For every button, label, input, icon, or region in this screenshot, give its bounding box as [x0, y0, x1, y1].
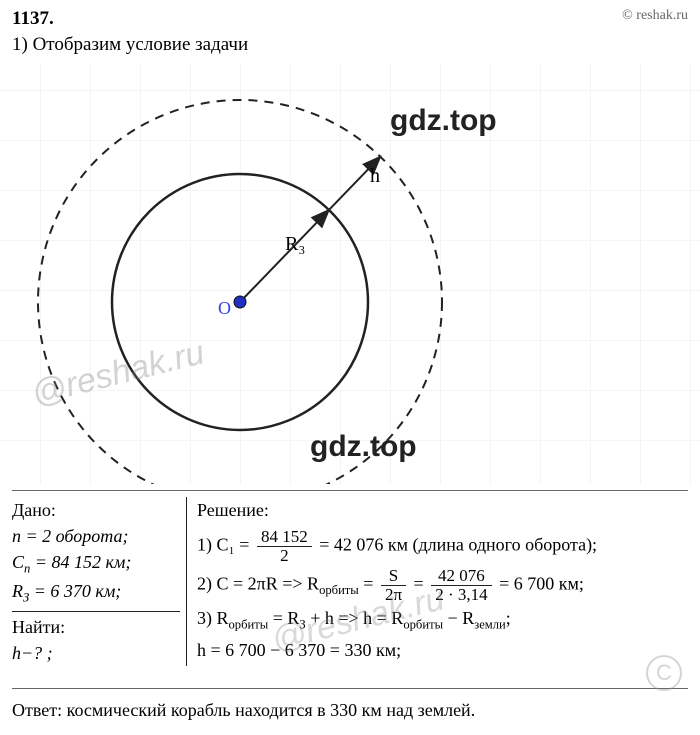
- given-column: Дано: n = 2 оборота; Cn = 84 152 км; RЗ …: [12, 497, 187, 666]
- solution-block: Дано: n = 2 оборота; Cn = 84 152 км; RЗ …: [0, 490, 700, 710]
- svg-text:R₃: R₃: [285, 233, 305, 255]
- solution-line-3: 3) Rорбиты = RЗ + h => h = Rорбиты − Rзе…: [197, 605, 688, 634]
- step-1-label: 1) Отобразим условие задачи: [0, 30, 700, 60]
- given-n: n = 2 оборота;: [12, 523, 180, 549]
- copyright-icon: C: [646, 655, 682, 691]
- solution-column: Решение: 1) C₁ = 84 1522 = 42 076 км (дл…: [197, 497, 688, 666]
- given-cn: Cn = 84 152 км;: [12, 549, 180, 578]
- watermark-gdz-top: gdz.top: [390, 104, 497, 138]
- diagram: O R₃ h @reshak.ru gdz.top: [0, 64, 700, 484]
- solution-title: Решение:: [197, 497, 688, 524]
- geometry-svg: O R₃ h: [0, 64, 700, 484]
- given-title: Дано:: [12, 497, 180, 523]
- watermark-gdz-bottom: gdz.top: [310, 430, 417, 464]
- solution-line-4: h = 6 700 − 6 370 = 330 км;: [197, 637, 688, 664]
- find-line: h−? ;: [12, 640, 180, 666]
- solution-line-2: 2) C = 2πR => Rорбиты = S2π = 42 0762 · …: [197, 567, 688, 604]
- problem-number: 1137.: [12, 8, 54, 30]
- svg-text:h: h: [370, 165, 380, 187]
- svg-text:O: O: [218, 298, 231, 318]
- find-title: Найти:: [12, 611, 180, 640]
- solution-line-1: 1) C₁ = 84 1522 = 42 076 км (длина одног…: [197, 528, 688, 565]
- copyright-label: © reshak.ru: [622, 8, 688, 30]
- given-r: RЗ = 6 370 км;: [12, 578, 180, 607]
- answer-line: Ответ: космический корабль находится в 3…: [12, 700, 475, 721]
